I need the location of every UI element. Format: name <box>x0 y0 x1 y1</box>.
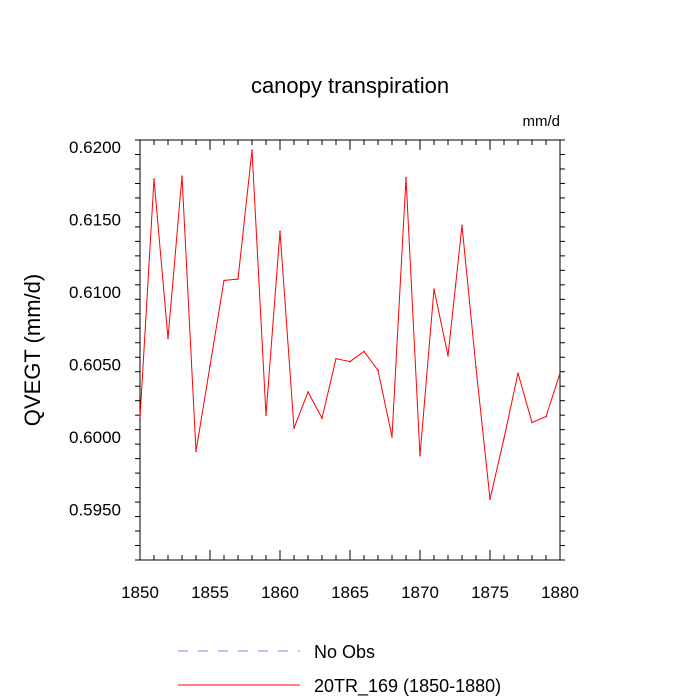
data-point <box>349 360 351 363</box>
y-tick-label: 0.6200 <box>69 138 121 157</box>
series-line <box>139 150 561 500</box>
y-tick-label: 0.5950 <box>69 500 121 519</box>
y-tick-label: 0.6000 <box>69 428 121 447</box>
data-point <box>251 149 253 151</box>
data-point <box>391 436 393 438</box>
data-point <box>293 427 295 430</box>
data-point <box>419 454 421 457</box>
data-point <box>405 176 407 179</box>
axis-ticks <box>135 139 565 561</box>
data-point <box>279 230 281 233</box>
data-point <box>433 288 435 290</box>
data-point <box>503 437 505 440</box>
series-layer <box>139 149 561 500</box>
data-point <box>531 421 533 424</box>
x-tick-label: 1870 <box>401 583 439 602</box>
data-point <box>363 350 365 353</box>
data-point <box>461 224 463 227</box>
data-point <box>209 365 211 367</box>
data-point <box>265 414 267 416</box>
x-tick-label: 1865 <box>331 583 369 602</box>
data-point <box>195 450 197 453</box>
data-point <box>489 498 491 500</box>
data-point <box>475 366 477 369</box>
data-point <box>335 357 337 360</box>
data-point <box>153 178 155 180</box>
legend-label: No Obs <box>314 642 375 662</box>
data-point <box>447 354 449 357</box>
data-point <box>307 391 309 393</box>
legend-label: 20TR_169 (1850-1880) <box>314 676 501 697</box>
y-tick-label: 0.6150 <box>69 211 121 230</box>
chart-units: mm/d <box>523 113 561 130</box>
legend: No Obs 20TR_169 (1850-1880) <box>178 642 501 697</box>
plot-frame <box>139 139 561 561</box>
data-point <box>321 417 323 419</box>
x-tick-label: 1855 <box>191 583 229 602</box>
data-point <box>167 337 169 340</box>
tick-labels: 1850 1855 1860 1865 1870 1875 1880 0.5950 0.6000… <box>69 138 579 602</box>
y-tick-label: 0.6050 <box>69 355 121 374</box>
y-tick-label: 0.6100 <box>69 283 121 302</box>
data-point <box>139 417 141 419</box>
data-point <box>545 415 547 418</box>
data-point <box>559 372 561 374</box>
data-point <box>517 372 519 374</box>
x-tick-label: 1880 <box>541 583 579 602</box>
x-tick-label: 1850 <box>121 583 159 602</box>
chart-title: canopy transpiration <box>251 73 449 98</box>
data-point <box>223 279 225 282</box>
x-tick-label: 1875 <box>471 583 509 602</box>
x-tick-label: 1860 <box>261 583 299 602</box>
y-axis-label: QVEGT (mm/d) <box>20 274 45 426</box>
data-point <box>237 278 239 280</box>
data-point <box>181 175 183 178</box>
data-point <box>377 369 379 372</box>
